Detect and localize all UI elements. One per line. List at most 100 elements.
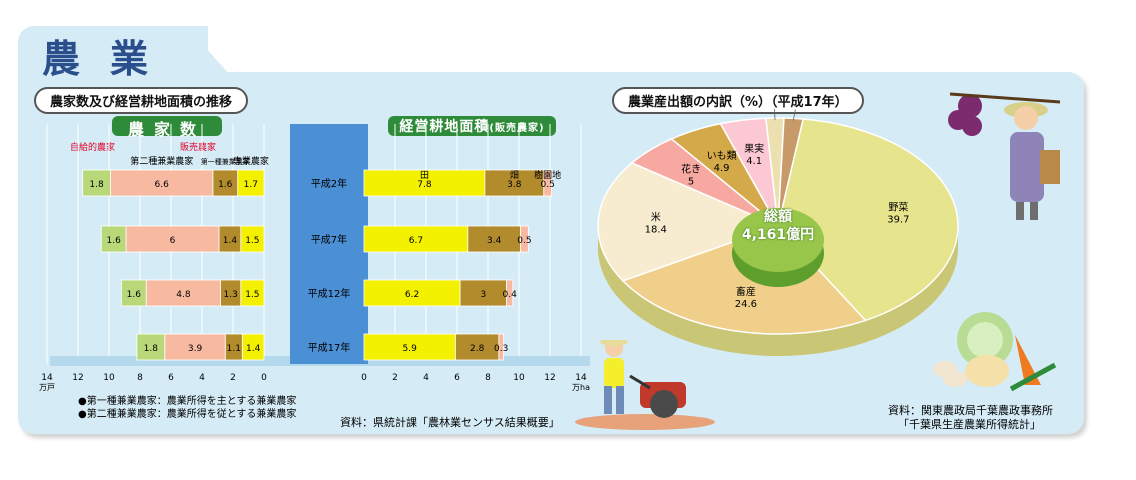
- pie-slice-1: [621, 225, 867, 335]
- bar-label: 4.8: [176, 290, 191, 300]
- left-section-title: 農家数及び経営耕地面積の推移: [34, 87, 249, 114]
- tick-label: 0: [261, 373, 267, 383]
- bar-area-0-3: [363, 333, 456, 361]
- tick-label: 10: [513, 373, 525, 383]
- farm-bar-chart: 1.7 1.6 6.6 1.8 平成2年 1.5 1.4 6 1.6 平成7年 1.5 1.3 4.8 1…: [39, 124, 590, 392]
- farm-area-tab-sub: (販売農家): [489, 123, 545, 134]
- tick-label: 14: [41, 373, 53, 383]
- farm-count-bars: 1.7 1.6 6.6 1.8 平成2年 1.5 1.4 6 1.6 平成7年 1.5 1.3 4.8 1…: [82, 155, 351, 361]
- farmer-grapes-illustration: [948, 92, 1061, 220]
- bar-label: 3: [480, 290, 486, 300]
- series-name: 田: [420, 170, 429, 181]
- series-name: 樹園地: [534, 169, 561, 181]
- bar-label: 0.5: [541, 180, 555, 190]
- tick-label: 4: [423, 373, 429, 383]
- pie-label-name: 花き: [681, 162, 701, 175]
- pie-label-name: 米: [651, 211, 661, 224]
- bar-label: 0.4: [503, 290, 518, 300]
- series-name: 第一種兼業農家: [201, 157, 250, 166]
- year-label: 平成12年: [308, 287, 351, 300]
- note-1: ●第一種兼業農家：農業所得を主とする兼業農家: [78, 396, 297, 407]
- bar-area-2-0: [543, 169, 552, 197]
- pie-label-name: 果実: [744, 142, 764, 155]
- bar-label: 1.1: [227, 344, 241, 354]
- farm-area-tab: 経営耕地面積(販売農家): [388, 116, 556, 136]
- bar-label: 7.8: [417, 180, 432, 190]
- tick-label: 4: [199, 373, 205, 383]
- farm-area-tab-label: 経営耕地面積: [399, 119, 490, 135]
- bar-label: 1.6: [127, 290, 142, 300]
- pie-center: [732, 208, 824, 287]
- bar-label: 0.3: [494, 344, 508, 354]
- bar-area-2-1: [520, 225, 529, 253]
- bar-label: 1.8: [89, 180, 104, 190]
- pie-slice-2: [597, 162, 781, 282]
- pie-slice-0: [777, 118, 959, 322]
- center-year-column: [290, 124, 368, 364]
- year-label: 平成17年: [308, 341, 351, 354]
- note-2: ●第二種兼業農家：農業所得を従とする兼業農家: [78, 409, 297, 420]
- pie-label-name: 野菜: [888, 202, 908, 214]
- bar-farm-2-0: [212, 169, 239, 197]
- pie-label-name: いも類: [707, 150, 737, 162]
- bar-label: 1.4: [223, 236, 238, 246]
- tick-label: 10: [103, 373, 115, 383]
- pie-total-value: 4,161億円: [741, 227, 815, 243]
- bar-area-1-3: [455, 333, 500, 361]
- farm-count-axis: 14 12 10 8 6 4 2 0 万戸: [39, 373, 267, 392]
- pie-total-label: 総額: [764, 209, 792, 225]
- bar-area-0-2: [363, 279, 461, 307]
- pie-label-name: 畜産: [736, 285, 756, 298]
- bar-farm-0-0: [82, 169, 111, 197]
- tick-label: 2: [392, 373, 398, 383]
- year-label: 平成2年: [311, 177, 347, 190]
- bar-label: 1.5: [245, 236, 259, 246]
- tiller-illustration: [575, 340, 715, 430]
- pie-leader: [792, 109, 796, 121]
- bar-farm-0-2: [121, 279, 147, 307]
- bar-label: 3.9: [188, 344, 203, 354]
- bar-label: 1.6: [106, 236, 121, 246]
- pie-label-value: 24.6: [735, 299, 757, 310]
- tick-label: 8: [485, 373, 491, 383]
- pie-label-value: 18.4: [645, 225, 667, 236]
- tick-label: 8: [137, 373, 143, 383]
- bar-label: 6: [170, 236, 176, 246]
- bar-label: 6.2: [405, 290, 419, 300]
- bar-area-1-1: [467, 225, 521, 253]
- pie-label-value: 4.9: [714, 163, 730, 174]
- bar-farm-1-0: [110, 169, 214, 197]
- left-source: 資料：県統計課「農林業センサス結果概要」: [340, 416, 560, 429]
- bar-farm-1-3: [164, 333, 226, 361]
- bar-label: 2.8: [470, 344, 485, 354]
- series-name: 専業農家: [233, 155, 269, 167]
- page-title: 農業: [42, 37, 179, 81]
- bar-farm-0-3: [136, 333, 166, 361]
- bar-area-1-2: [459, 279, 508, 307]
- bar-label: 1.3: [224, 290, 238, 300]
- bar-label: 5.9: [403, 344, 418, 354]
- bar-area-2-2: [506, 279, 514, 307]
- bar-farm-0-1: [100, 225, 127, 253]
- unit-label: 万ha: [572, 383, 590, 392]
- pie-label-value: 39.7: [887, 215, 909, 226]
- bar-label: 3.8: [507, 180, 522, 190]
- series-name: 畑: [510, 169, 519, 181]
- bar-label: 1.5: [245, 290, 259, 300]
- bar-label: 6.6: [155, 180, 170, 190]
- series-name: 第二種兼業農家: [130, 155, 193, 167]
- bar-label: 1.4: [246, 344, 261, 354]
- pie-label-value: 5: [688, 176, 694, 187]
- tick-label: 12: [72, 373, 83, 383]
- self-sufficient-label: 自給的農家: [70, 143, 116, 153]
- tick-label: 0: [361, 373, 367, 383]
- right-section-title: 農業産出額の内訳（%）（平成17年）: [612, 87, 864, 114]
- bar-farm-1-2: [145, 279, 221, 307]
- pie-label-value: 4.1: [746, 156, 762, 167]
- bar-label: 3.4: [487, 236, 502, 246]
